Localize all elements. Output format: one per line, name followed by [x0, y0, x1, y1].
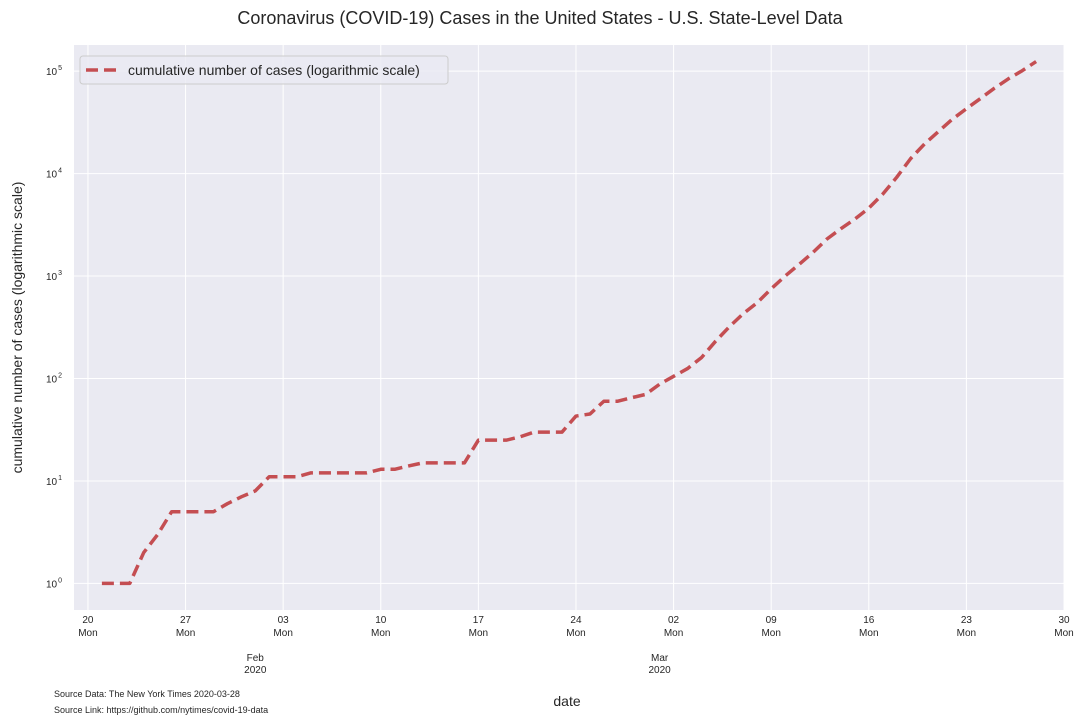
- legend-box: [79, 55, 449, 85]
- x-tick-day: 27: [180, 615, 192, 626]
- x-axis-label: date: [553, 693, 580, 709]
- x-tick-day: 23: [961, 615, 973, 626]
- legend: cumulative number of cases (logarithmic …: [79, 55, 449, 85]
- y-tick-label: 105: [46, 65, 62, 78]
- y-tick-label: 103: [46, 270, 62, 283]
- x-tick-weekday: Mon: [761, 628, 780, 639]
- year-label: 2020: [649, 665, 672, 676]
- x-tick-day: 02: [668, 615, 680, 626]
- y-tick-label: 104: [46, 168, 62, 181]
- x-tick-day: 03: [278, 615, 290, 626]
- x-tick-weekday: Mon: [566, 628, 585, 639]
- legend-label: cumulative number of cases (logarithmic …: [128, 62, 420, 78]
- x-tick-labels: 20 Mon 27 Mon 03 Mon 10 Mon 17 Mon 24 Mon 02 Mon 09 Mon…: [78, 615, 1074, 639]
- x-tick-weekday: Mon: [273, 628, 292, 639]
- x-tick-day: 30: [1058, 615, 1070, 626]
- x-tick-weekday: Mon: [664, 628, 683, 639]
- x-tick-weekday: Mon: [371, 628, 390, 639]
- x-tick-weekday: Mon: [957, 628, 976, 639]
- year-label: 2020: [244, 665, 267, 676]
- x-tick-weekday: Mon: [859, 628, 878, 639]
- x-tick-weekday: Mon: [78, 628, 97, 639]
- y-tick-label: 100: [46, 577, 62, 590]
- x-gridlines: [87, 45, 1065, 610]
- plot-background: [74, 45, 1064, 610]
- source-link-note: Source Link: https://github.com/nytimes/…: [54, 705, 269, 715]
- x-tick-day: 20: [82, 615, 94, 626]
- month-label: Mar: [651, 653, 669, 664]
- x-tick-day: 17: [473, 615, 485, 626]
- x-tick-day: 09: [766, 615, 778, 626]
- x-tick-weekday: Mon: [1054, 628, 1073, 639]
- month-label: Feb: [247, 653, 265, 664]
- x-tick-weekday: Mon: [469, 628, 488, 639]
- series-line: [101, 60, 1038, 586]
- x-tick-day: 10: [375, 615, 387, 626]
- y-tick-labels: 100 101 102 103 104 105: [46, 65, 62, 590]
- x-tick-day: 24: [570, 615, 582, 626]
- x-tick-day: 16: [863, 615, 875, 626]
- y-axis-label: cumulative number of cases (logarithmic …: [9, 182, 25, 474]
- x-tick-weekday: Mon: [176, 628, 195, 639]
- y-tick-label: 102: [46, 373, 62, 386]
- source-data-note: Source Data: The New York Times 2020-03-…: [54, 689, 240, 699]
- y-tick-label: 101: [46, 475, 62, 488]
- chart-title: Coronavirus (COVID-19) Cases in the Unit…: [237, 8, 843, 28]
